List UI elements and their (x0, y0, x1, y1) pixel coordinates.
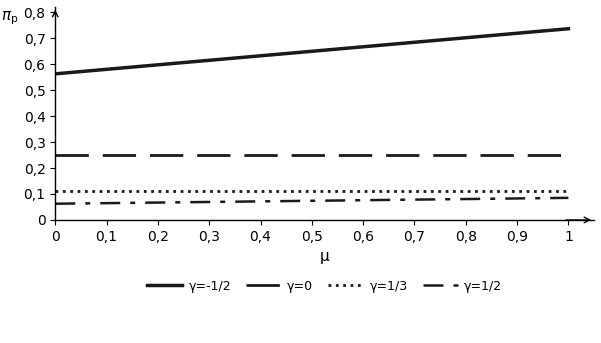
Line: γ=1/2: γ=1/2 (55, 198, 569, 204)
γ=1/3 (295, 189, 302, 193)
γ=1/2 (472, 197, 480, 201)
γ=-1/2 (52, 72, 59, 76)
γ=0 (552, 153, 560, 157)
γ=0 (472, 153, 480, 157)
γ=1/2 (299, 199, 306, 203)
γ=0 (295, 153, 302, 157)
γ=1/2 (329, 199, 337, 203)
Text: $\pi_\mathrm{p}$: $\pi_\mathrm{p}$ (1, 9, 18, 27)
γ=0 (52, 153, 59, 157)
γ=0 (299, 153, 306, 157)
γ=1/3 (329, 189, 337, 193)
γ=1/3 (357, 189, 364, 193)
γ=0 (357, 153, 364, 157)
Line: γ=-1/2: γ=-1/2 (55, 29, 569, 74)
γ=-1/2 (357, 45, 364, 49)
γ=1/2 (295, 199, 302, 203)
γ=1/2 (552, 196, 560, 200)
γ=0 (329, 153, 337, 157)
γ=1/3 (299, 189, 306, 193)
γ=-1/2 (329, 47, 337, 51)
γ=1/2 (357, 198, 364, 202)
γ=-1/2 (472, 35, 480, 39)
γ=1/3 (552, 189, 560, 193)
γ=1/3 (472, 189, 480, 193)
X-axis label: μ: μ (320, 249, 329, 264)
γ=1/3 (565, 189, 572, 193)
γ=-1/2 (552, 28, 560, 32)
γ=1/2 (52, 202, 59, 206)
Legend: γ=-1/2, γ=0, γ=1/3, γ=1/2: γ=-1/2, γ=0, γ=1/3, γ=1/2 (142, 275, 507, 298)
γ=0 (565, 153, 572, 157)
γ=-1/2 (565, 27, 572, 31)
γ=-1/2 (295, 50, 302, 55)
γ=-1/2 (299, 50, 306, 54)
γ=1/2 (565, 196, 572, 200)
γ=1/3 (52, 189, 59, 193)
